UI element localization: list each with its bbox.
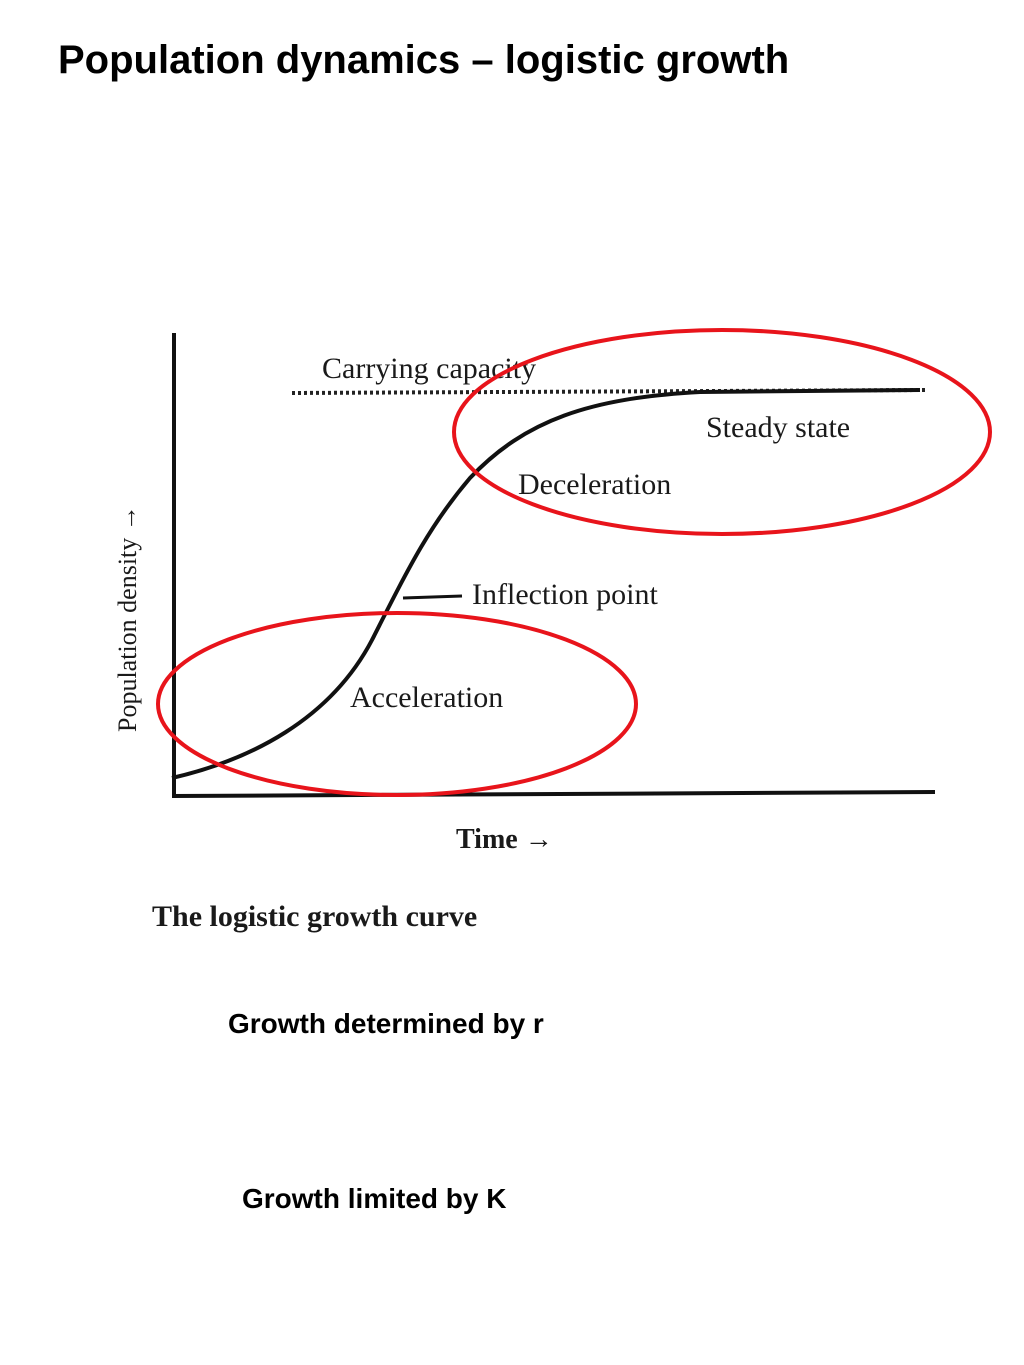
- logistic-curve: [171, 388, 921, 780]
- x-axis-label: Time →: [456, 824, 553, 855]
- y-axis-label: Population density →: [113, 505, 142, 732]
- figure-caption: The logistic growth curve: [152, 900, 477, 933]
- highlight-ellipse-top: [452, 328, 992, 536]
- steady-state-label: Steady state: [706, 411, 850, 444]
- acceleration-label: Acceleration: [350, 681, 503, 714]
- inflection-point-label: Inflection point: [472, 578, 658, 611]
- growth-limited-by-k-text: Growth limited by K: [242, 1183, 507, 1214]
- inflection-leader-line: [402, 594, 463, 600]
- carrying-capacity-label: Carrying capacity: [322, 352, 536, 385]
- deceleration-label: Deceleration: [518, 468, 671, 501]
- growth-determined-by-r-text: Growth determined by r: [228, 1008, 544, 1039]
- slide-title: Population dynamics – logistic growth: [58, 38, 790, 82]
- x-axis-line: [171, 790, 936, 798]
- highlight-ellipse-bottom: [156, 611, 638, 797]
